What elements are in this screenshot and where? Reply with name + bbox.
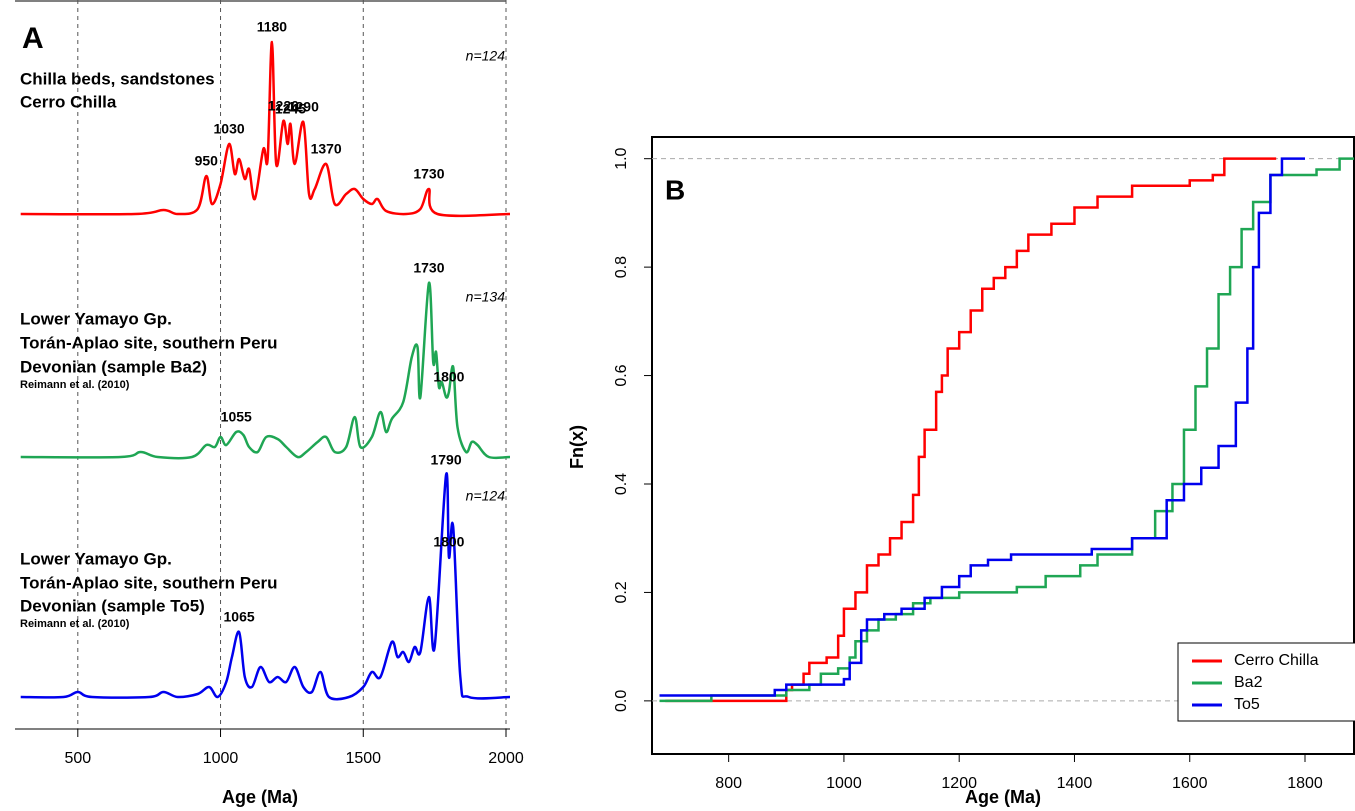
- sample-label: Devonian (sample To5): [20, 596, 205, 615]
- peak-label: 1030: [214, 121, 245, 137]
- density-curve: [20, 281, 511, 460]
- peak-label: 950: [195, 153, 219, 169]
- x-tick-label: 1200: [941, 775, 977, 792]
- legend-label: Cerro Chilla: [1234, 652, 1319, 669]
- sample-label: Lower Yamayo Gp.: [20, 549, 172, 568]
- sample-count: n=124: [466, 48, 506, 64]
- peak-label: 1800: [433, 534, 464, 550]
- peak-label: 1065: [224, 609, 255, 625]
- sample-count: n=124: [466, 488, 506, 504]
- y-axis-label: Fn(x): [567, 425, 587, 469]
- plot-frame: [651, 136, 1355, 755]
- sample-label: Cerro Chilla: [20, 92, 117, 111]
- ecdf-step: [665, 157, 1277, 703]
- peak-label: 1245: [275, 101, 306, 117]
- peak-label: 1370: [311, 141, 342, 157]
- sample-label: Devonian (sample Ba2): [20, 357, 207, 376]
- sample-label: Torán-Aplao site, southern Peru: [20, 333, 278, 352]
- x-tick-label: 500: [64, 750, 91, 767]
- x-axis-label: Age (Ma): [965, 787, 1041, 807]
- x-tick-label: 1400: [1057, 775, 1093, 792]
- x-tick-label: 1000: [826, 775, 862, 792]
- peak-label: 1290: [288, 99, 319, 115]
- peak-label: 1730: [413, 166, 444, 182]
- ecdf-step: [659, 157, 1354, 703]
- sample-label: Lower Yamayo Gp.: [20, 309, 172, 328]
- legend-label: To5: [1234, 696, 1260, 713]
- x-tick-label: 1600: [1172, 775, 1208, 792]
- peak-label: 1220: [268, 98, 299, 114]
- x-tick-label: 1000: [203, 750, 239, 767]
- x-tick-label: 800: [715, 775, 742, 792]
- panel-letter: A: [22, 22, 44, 55]
- peak-label: 1055: [221, 409, 252, 425]
- ecdf-step: [659, 157, 1306, 697]
- y-tick-label: 0.2: [613, 581, 630, 603]
- y-tick-label: 1.0: [613, 147, 630, 169]
- density-curve: [20, 472, 511, 701]
- x-axis-label: Age (Ma): [222, 787, 298, 807]
- y-tick-label: 0.0: [613, 690, 630, 712]
- y-tick-label: 0.4: [613, 473, 630, 495]
- panel-letter: B: [665, 174, 685, 205]
- legend-label: Ba2: [1234, 674, 1263, 691]
- x-tick-label: 1500: [345, 750, 381, 767]
- peak-label: 1180: [257, 19, 288, 35]
- sample-note: Reimann et al. (2010): [20, 618, 130, 630]
- sample-count: n=134: [466, 289, 506, 305]
- x-tick-label: 2000: [488, 750, 524, 767]
- density-curve: [20, 40, 511, 218]
- peak-label: 1790: [430, 452, 461, 468]
- sample-note: Reimann et al. (2010): [20, 379, 130, 391]
- peak-label: 1800: [433, 369, 464, 385]
- y-tick-label: 0.6: [613, 364, 630, 386]
- y-tick-label: 0.8: [613, 256, 630, 278]
- sample-label: Chilla beds, sandstones: [20, 69, 215, 88]
- x-tick-label: 1800: [1287, 775, 1323, 792]
- peak-label: 1730: [413, 260, 444, 276]
- sample-label: Torán-Aplao site, southern Peru: [20, 573, 278, 592]
